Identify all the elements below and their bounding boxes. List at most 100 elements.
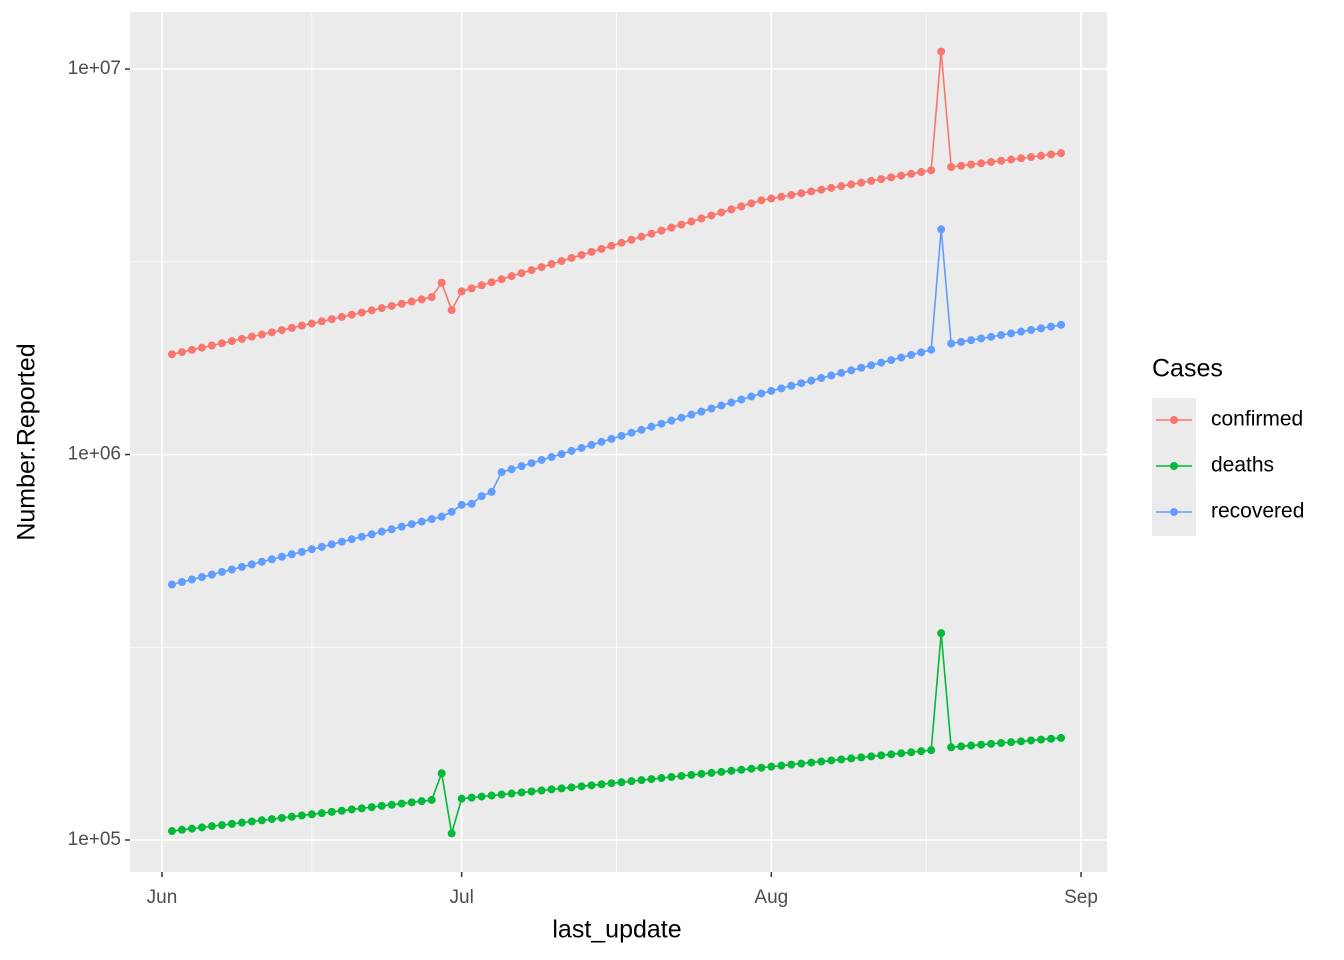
data-point	[367, 803, 376, 812]
data-point	[357, 532, 366, 541]
data-point	[797, 759, 806, 768]
data-point	[827, 371, 836, 380]
data-point	[367, 530, 376, 539]
data-point	[207, 822, 216, 831]
y-tick-label: 1e+07	[68, 58, 121, 79]
data-point	[357, 308, 366, 317]
data-point	[817, 185, 826, 194]
data-point	[527, 787, 536, 796]
data-point	[867, 176, 876, 185]
data-point	[607, 241, 616, 250]
data-point	[617, 431, 626, 440]
data-point	[657, 419, 666, 428]
data-point	[557, 784, 566, 793]
data-point	[677, 220, 686, 229]
data-point	[837, 755, 846, 764]
data-point	[1007, 155, 1016, 164]
data-point	[887, 173, 896, 182]
data-point	[707, 768, 716, 777]
data-point	[1027, 325, 1036, 334]
data-point	[547, 260, 556, 269]
data-point	[607, 779, 616, 788]
data-point	[687, 770, 696, 779]
data-point	[567, 253, 576, 262]
data-point	[477, 792, 486, 801]
data-point	[587, 247, 596, 256]
data-point	[247, 332, 256, 341]
data-point	[467, 793, 476, 802]
data-point	[337, 312, 346, 321]
data-point	[237, 334, 246, 343]
data-point	[617, 778, 626, 787]
data-point	[537, 786, 546, 795]
data-point	[757, 389, 766, 398]
data-point	[587, 781, 596, 790]
data-point	[677, 771, 686, 780]
data-point	[597, 780, 606, 789]
data-point	[427, 795, 436, 804]
data-point	[1017, 154, 1026, 163]
data-point	[927, 746, 936, 755]
legend-point	[1170, 416, 1178, 424]
data-point	[167, 580, 176, 589]
data-point	[307, 319, 316, 328]
data-point	[327, 315, 336, 324]
data-point	[807, 758, 816, 767]
data-point	[657, 226, 666, 235]
data-point	[277, 552, 286, 561]
data-point	[817, 374, 826, 383]
data-point	[567, 783, 576, 792]
data-point	[747, 199, 756, 208]
data-point	[757, 763, 766, 772]
data-point	[177, 577, 186, 586]
data-point	[577, 782, 586, 791]
data-point	[977, 334, 986, 343]
plot-panel	[130, 12, 1107, 872]
data-point	[637, 425, 646, 434]
data-point	[217, 567, 226, 576]
legend-label: confirmed	[1211, 408, 1303, 431]
data-point	[457, 500, 466, 509]
y-tick-label: 1e+06	[68, 444, 121, 465]
data-point	[737, 395, 746, 404]
data-point	[557, 257, 566, 266]
data-point	[897, 353, 906, 362]
y-axis-title: Number.Reported	[13, 343, 41, 540]
data-point	[1037, 151, 1046, 160]
data-point	[487, 278, 496, 287]
data-point	[727, 205, 736, 214]
data-point	[277, 813, 286, 822]
data-point	[307, 810, 316, 819]
data-point	[297, 321, 306, 330]
data-point	[697, 214, 706, 223]
data-point	[1027, 153, 1036, 162]
data-point	[467, 284, 476, 293]
data-point	[327, 540, 336, 549]
data-point	[867, 361, 876, 370]
data-point	[307, 545, 316, 554]
data-point	[667, 772, 676, 781]
y-tick-label: 1e+05	[68, 829, 121, 850]
data-point	[487, 791, 496, 800]
data-point	[197, 343, 206, 352]
data-point	[947, 163, 956, 172]
data-point	[787, 760, 796, 769]
data-point	[1007, 738, 1016, 747]
data-point	[667, 223, 676, 232]
data-point	[1057, 733, 1066, 742]
data-point	[957, 161, 966, 170]
data-point	[347, 310, 356, 319]
data-point	[887, 750, 896, 759]
data-point	[627, 777, 636, 786]
data-point	[1047, 734, 1056, 743]
data-point	[807, 376, 816, 385]
data-point	[457, 794, 466, 803]
data-point	[647, 229, 656, 238]
data-point	[827, 183, 836, 192]
data-point	[527, 459, 536, 468]
data-point	[1007, 329, 1016, 338]
data-point	[747, 764, 756, 773]
data-point	[1057, 149, 1066, 158]
data-point	[497, 468, 506, 477]
data-point	[427, 293, 436, 302]
